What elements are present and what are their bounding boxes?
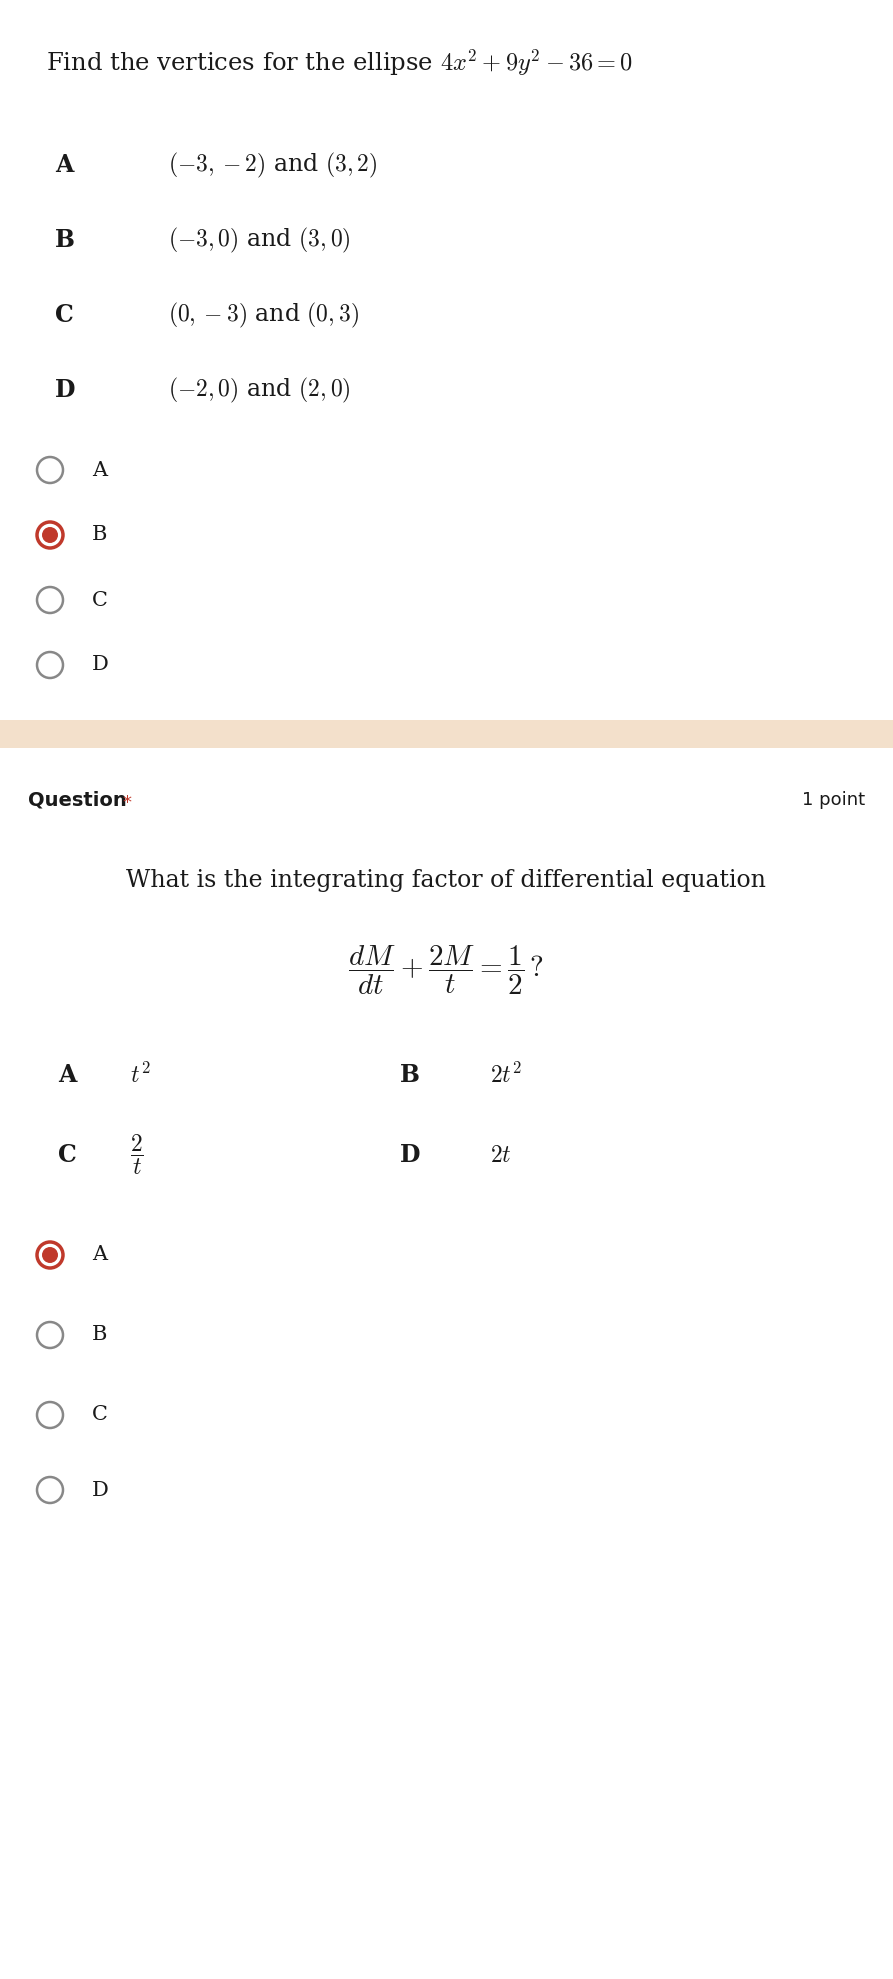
Text: $2t^2$: $2t^2$ (490, 1063, 522, 1088)
Circle shape (43, 528, 57, 542)
FancyBboxPatch shape (0, 720, 893, 748)
Text: A: A (58, 1063, 77, 1086)
Text: *: * (122, 794, 131, 811)
Text: A: A (92, 1245, 107, 1265)
Text: $(-2,0)$ and $(2,0)$: $(-2,0)$ and $(2,0)$ (168, 376, 351, 404)
Circle shape (43, 1247, 57, 1263)
Text: $(-3,0)$ and $(3,0)$: $(-3,0)$ and $(3,0)$ (168, 226, 351, 255)
Text: D: D (400, 1144, 421, 1168)
Text: B: B (400, 1063, 420, 1086)
Text: Question: Question (28, 790, 127, 809)
Text: C: C (92, 1405, 108, 1425)
Text: D: D (55, 378, 76, 402)
Text: C: C (58, 1144, 77, 1168)
Text: $t^2$: $t^2$ (130, 1063, 151, 1088)
Text: A: A (92, 461, 107, 479)
Text: $\dfrac{dM}{dt}+\dfrac{2M}{t}=\dfrac{1}{2}\,?$: $\dfrac{dM}{dt}+\dfrac{2M}{t}=\dfrac{1}{… (348, 944, 544, 997)
Text: $\dfrac{2}{t}$: $\dfrac{2}{t}$ (130, 1132, 144, 1178)
Text: C: C (55, 303, 74, 327)
Text: B: B (92, 1326, 107, 1344)
Text: B: B (92, 526, 107, 544)
Text: $(0,-3)$ and $(0,3)$: $(0,-3)$ and $(0,3)$ (168, 301, 359, 330)
Text: $2t$: $2t$ (490, 1144, 512, 1166)
Text: What is the integrating factor of differential equation: What is the integrating factor of differ… (126, 869, 766, 891)
Text: D: D (92, 1480, 109, 1500)
Text: D: D (92, 655, 109, 675)
Text: B: B (55, 228, 75, 251)
Text: $(-3,-2)$ and $(3,2)$: $(-3,-2)$ and $(3,2)$ (168, 150, 378, 180)
Text: C: C (92, 590, 108, 610)
Text: Find the vertices for the ellipse $4x^2+9y^2-36=0$: Find the vertices for the ellipse $4x^2+… (46, 47, 633, 79)
Text: 1 point: 1 point (802, 792, 865, 809)
Text: A: A (55, 152, 73, 176)
